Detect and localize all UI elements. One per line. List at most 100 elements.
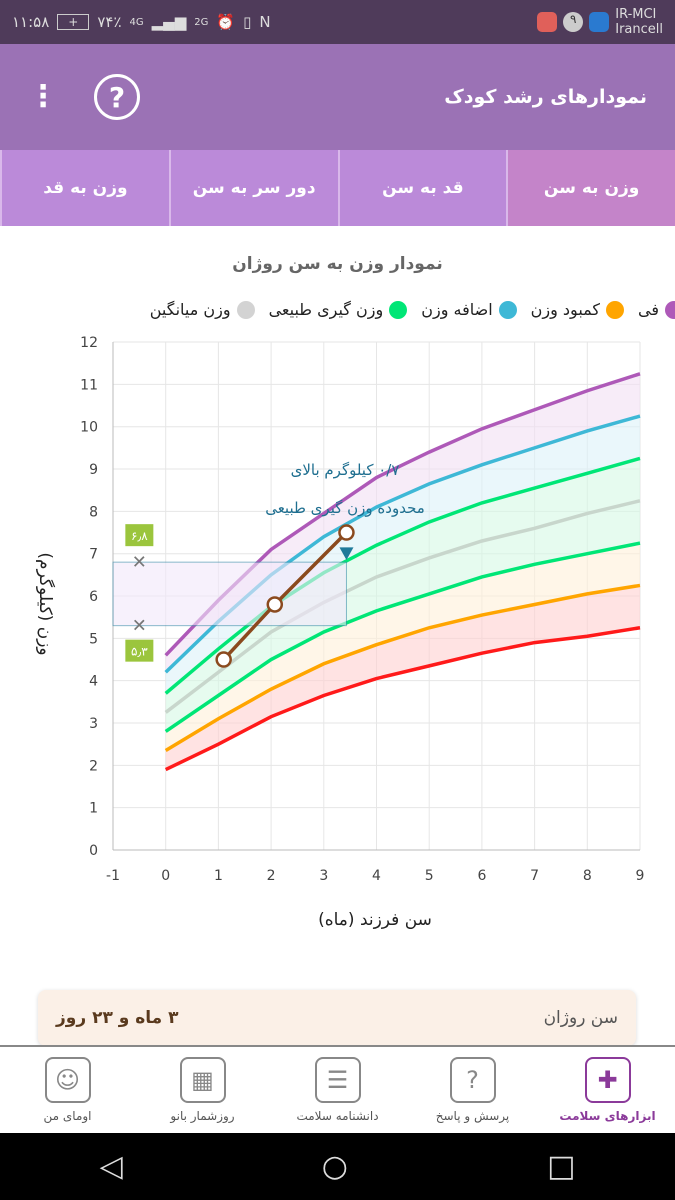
percentile-curve — [164, 583, 641, 753]
carrier-2: Irancell — [615, 22, 663, 37]
y-tick-label: 5 — [89, 631, 98, 647]
shield-icon — [589, 12, 610, 32]
alarm-icon: ⏰ — [216, 13, 236, 31]
y-tick-label: 3 — [89, 716, 98, 732]
nav-label: اومای من — [43, 1109, 92, 1123]
range-marker-icon: ✕ — [132, 552, 147, 573]
tab-weight-age[interactable]: وزن به سن — [506, 150, 675, 226]
x-tick-label: 7 — [530, 868, 539, 884]
nav-label: دانشنامه سلامت — [296, 1109, 379, 1123]
nav-icon: ? — [449, 1057, 496, 1103]
legend-item[interactable]: فی — [638, 300, 675, 319]
range-badge-label: ۶٫۸ — [131, 529, 148, 543]
nav-label: روزشمار بانو — [170, 1109, 235, 1123]
tab-weight-height[interactable]: وزن به قد — [0, 150, 169, 226]
network-4g: 4G — [129, 16, 144, 28]
x-tick-label: 9 — [636, 868, 645, 884]
mail-icon — [537, 12, 558, 32]
y-tick-label: 11 — [80, 377, 98, 393]
child-weight-point — [338, 524, 355, 541]
page-title: نمودارهای رشد کودک — [444, 86, 647, 108]
carrier-1: IR-MCI — [615, 7, 657, 22]
tab-bar: وزن به سن قد به سن دور سر به سن وزن به ق… — [0, 150, 675, 226]
y-tick-label: 8 — [89, 504, 98, 520]
age-card: سن روژان ۳ ماه و ۲۳ روز — [38, 990, 636, 1046]
range-badge: ۵٫۳ — [125, 639, 154, 662]
y-tick-label: 4 — [89, 674, 98, 690]
legend-dot — [665, 300, 675, 319]
age-label: سن روژان — [543, 1008, 618, 1028]
band-area — [165, 585, 640, 770]
legend-label: فی — [638, 300, 659, 319]
x-tick-label: 8 — [583, 868, 592, 884]
y-tick-label: 12 — [80, 335, 98, 351]
nav-icon: ☰ — [314, 1057, 361, 1103]
network-2g: 2G — [194, 16, 209, 28]
nav-item[interactable]: ? پرسش و پاسخ — [405, 1047, 540, 1133]
tab-head-age[interactable]: دور سر به سن — [168, 150, 338, 226]
nav-icon: ✚ — [584, 1057, 631, 1103]
child-weight-point — [215, 651, 232, 668]
x-tick-label: 0 — [161, 868, 170, 884]
chart-title: نمودار وزن به سن روژان — [232, 254, 443, 274]
annotation-text: ۰/۷ کیلوگرم بالای — [291, 461, 400, 479]
range-badge: ۶٫۸ — [125, 524, 154, 547]
y-tick-label: 6 — [89, 589, 98, 605]
y-tick-label: 7 — [89, 547, 98, 563]
bottom-nav: ✚ ابزارهای سلامت ? پرسش و پاسخ ☰ دانشنامه سلا… — [0, 1045, 675, 1133]
range-marker-icon: ✕ — [132, 616, 147, 637]
clock: ۱۱:۵۸ — [12, 13, 50, 31]
percentile-curve — [164, 499, 641, 714]
legend-label: کمبود وزن — [530, 300, 601, 319]
nav-item[interactable]: ☺ اومای من — [0, 1047, 135, 1133]
help-button[interactable]: ? — [94, 74, 140, 120]
more-menu-icon[interactable]: ⋮ — [28, 79, 58, 114]
battery-level: ۷۴٪ — [97, 13, 122, 31]
legend-label: وزن میانگین — [149, 300, 231, 319]
legend-item[interactable]: وزن میانگین — [150, 300, 255, 319]
range-badge-bg — [125, 639, 154, 662]
legend-label: اضافه وزن — [421, 300, 493, 319]
range-badge-label: ۵٫۳ — [131, 645, 148, 659]
percentile-curve — [164, 626, 641, 772]
child-weight-point — [266, 596, 284, 613]
x-tick-label: -1 — [106, 868, 120, 884]
legend-item[interactable]: کمبود وزن — [530, 300, 625, 319]
status-bar: ۱۱:۵۸ + ۷۴٪ 4G ▂▄▆ 2G ⏰ ▯ N ۹ IR-MCI Iran… — [0, 0, 675, 44]
x-tick-label: 6 — [477, 868, 486, 884]
nfc-icon: N — [259, 13, 271, 31]
nav-icon: ☺ — [44, 1057, 91, 1103]
signal-icon: ▂▄▆ — [151, 13, 187, 31]
nav-item[interactable]: ▦ روزشمار بانو — [135, 1047, 270, 1133]
x-tick-label: 2 — [267, 868, 276, 884]
nav-item[interactable]: ✚ ابزارهای سلامت — [540, 1047, 675, 1133]
legend-dot — [498, 300, 517, 319]
nav-label: ابزارهای سلامت — [559, 1109, 656, 1123]
legend-label: وزن گیری طبیعی — [268, 300, 384, 319]
legend-dot — [236, 300, 255, 319]
home-button[interactable]: ○ — [321, 1149, 348, 1184]
recent-apps-button[interactable]: □ — [547, 1149, 576, 1184]
x-tick-label: 1 — [214, 868, 223, 884]
nav-icon: ▦ — [179, 1057, 226, 1103]
x-tick-label: 4 — [372, 868, 381, 884]
legend-item[interactable]: وزن گیری طبیعی — [269, 300, 408, 319]
annotation-text: محدوده وزن گیری طبیعی — [265, 499, 425, 517]
band-area — [165, 458, 640, 713]
band-area — [165, 543, 640, 751]
chart-legend: فی کمبود وزن اضافه وزن وزن گیری طبیعی وزن می… — [0, 300, 675, 319]
legend-item[interactable]: اضافه وزن — [421, 300, 517, 319]
x-tick-label: 5 — [425, 868, 434, 884]
back-button[interactable]: ◁ — [99, 1149, 123, 1184]
legend-dot — [389, 300, 408, 319]
band-area — [165, 416, 640, 694]
nav-item[interactable]: ☰ دانشنامه سلامت — [270, 1047, 405, 1133]
percentile-curve — [164, 456, 641, 695]
percentile-curve — [164, 541, 641, 733]
battery-icon: + — [57, 14, 90, 30]
y-tick-label: 1 — [89, 801, 98, 817]
y-tick-label: 2 — [89, 758, 98, 774]
tab-height-age[interactable]: قد به سن — [337, 150, 507, 226]
notification-count: ۹ — [563, 12, 584, 32]
